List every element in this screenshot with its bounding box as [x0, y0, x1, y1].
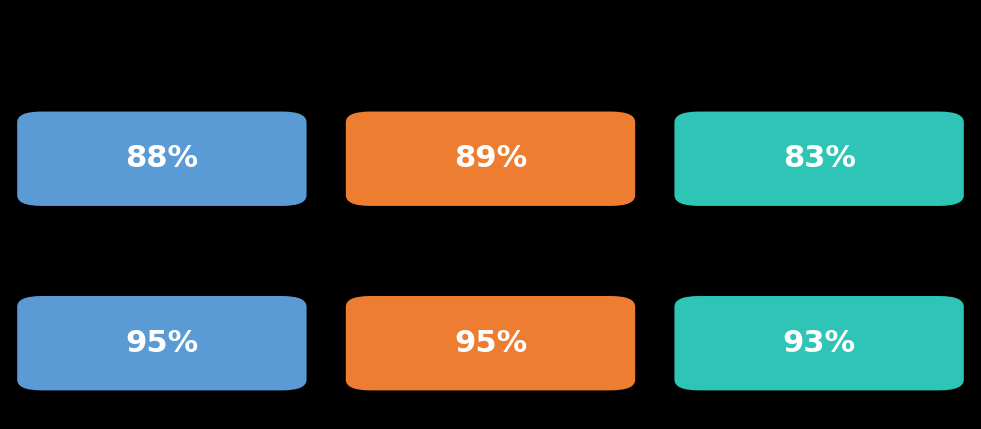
Text: 95%: 95% — [126, 329, 198, 358]
FancyBboxPatch shape — [675, 112, 963, 206]
Text: 95%: 95% — [454, 329, 527, 358]
FancyBboxPatch shape — [346, 112, 636, 206]
FancyBboxPatch shape — [18, 296, 306, 390]
FancyBboxPatch shape — [675, 296, 963, 390]
Text: 88%: 88% — [126, 144, 198, 173]
FancyBboxPatch shape — [18, 112, 306, 206]
Text: 93%: 93% — [783, 329, 855, 358]
Text: 89%: 89% — [454, 144, 527, 173]
Text: 83%: 83% — [783, 144, 855, 173]
FancyBboxPatch shape — [346, 296, 636, 390]
